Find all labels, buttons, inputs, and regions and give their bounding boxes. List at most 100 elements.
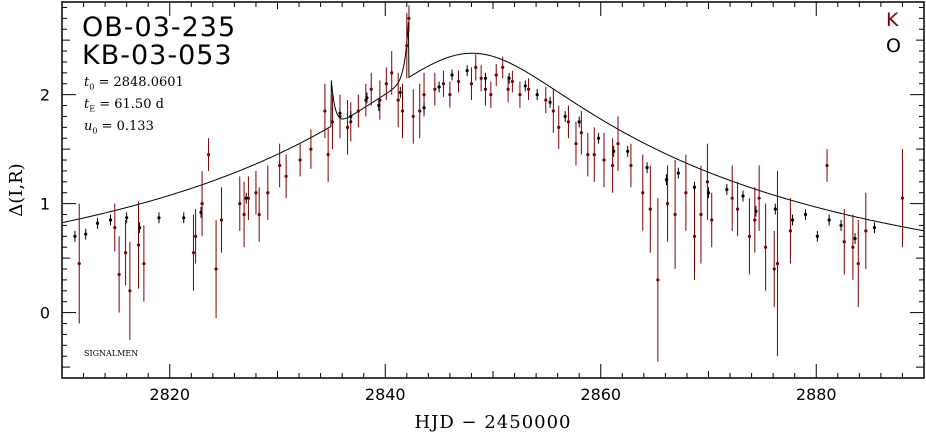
- series-o-point-23: [548, 100, 552, 104]
- series-k-point-43: [441, 82, 446, 86]
- series-o-point-18: [465, 69, 469, 73]
- series-k-point-51: [494, 73, 498, 77]
- series-k-point-66: [611, 163, 615, 168]
- series-o-point-40: [815, 234, 819, 238]
- series-o-points: [73, 65, 877, 244]
- series-o-point-25: [577, 120, 581, 124]
- x-tick-label-2: 2860: [580, 385, 621, 404]
- series-k-point-56: [526, 87, 531, 91]
- series-k-point-45: [456, 79, 461, 84]
- x-tick-label-0: 2820: [149, 385, 190, 404]
- series-k-point-91: [856, 261, 860, 266]
- series-k-point-14: [242, 212, 246, 217]
- series-k-point-49: [483, 87, 488, 91]
- series-k-point-39: [411, 114, 415, 119]
- series-k-point-52: [501, 65, 505, 69]
- series-o-point-24: [563, 114, 567, 119]
- series-k-point-69: [641, 191, 645, 195]
- series-k-point-79: [730, 196, 734, 200]
- series-k-point-55: [518, 93, 522, 97]
- series-k-point-2: [117, 272, 121, 277]
- series-k-point-36: [400, 109, 405, 113]
- series-o-point-17: [450, 73, 454, 77]
- series-o-point-39: [803, 212, 808, 217]
- param-te-symbol: t: [84, 97, 90, 112]
- series-k-point-63: [586, 152, 590, 157]
- series-k-point-10: [206, 152, 211, 157]
- model-curve: [61, 21, 924, 232]
- series-o-point-44: [872, 226, 877, 230]
- series-o-point-13: [377, 103, 381, 108]
- series-o-point-15: [422, 106, 426, 110]
- y-tick-label-1: 1: [40, 195, 50, 214]
- param-te-sub: E: [89, 104, 96, 114]
- series-k-point-22: [309, 147, 313, 151]
- series-k-point-31: [369, 87, 373, 91]
- series-k-point-0: [77, 261, 81, 266]
- series-o-point-36: [754, 209, 758, 213]
- series-k-point-23: [323, 109, 327, 113]
- legend-k: K: [886, 9, 899, 31]
- series-k-point-35: [396, 98, 400, 102]
- series-k-point-16: [254, 191, 258, 195]
- series-o-point-32: [692, 185, 697, 189]
- series-k-point-58: [551, 109, 555, 113]
- series-o-point-37: [773, 207, 777, 211]
- series-k-point-17: [257, 212, 261, 217]
- series-k-point-6: [142, 261, 146, 266]
- series-k-point-34: [390, 71, 394, 75]
- series-o-point-28: [626, 149, 630, 153]
- series-k-point-85: [772, 267, 776, 271]
- series-o-point-31: [676, 171, 680, 175]
- axes-frame: 2820 2840 2860 2880 0 1 2 HJD − 2450000 Δ(I,R): [6, 1, 925, 432]
- series-o-point-30: [664, 178, 669, 182]
- series-k-point-44: [448, 93, 452, 97]
- series-k-point-50: [489, 93, 493, 97]
- legend-o: O: [886, 35, 901, 57]
- series-o-point-6: [157, 216, 161, 220]
- param-u0-value: = 0.133: [101, 119, 154, 134]
- series-k-point-62: [579, 131, 583, 135]
- series-k-point-57: [544, 98, 548, 102]
- series-k-point-72: [665, 202, 670, 206]
- series-k-point-89: [842, 240, 846, 244]
- x-tick-label-1: 2840: [365, 385, 406, 404]
- series-k-point-75: [692, 234, 697, 238]
- param-t0-value: = 2848.0601: [98, 75, 184, 90]
- series-k-point-24: [326, 152, 330, 157]
- series-k-point-65: [602, 158, 606, 162]
- series-o-point-5: [137, 226, 142, 230]
- param-t0: t0 = 2848.0601: [84, 75, 184, 95]
- series-k-point-19: [278, 163, 282, 168]
- series-k-point-59: [557, 125, 561, 129]
- series-k-point-37: [405, 43, 409, 48]
- series-o-point-7: [182, 216, 186, 220]
- series-k-point-48: [479, 76, 483, 80]
- series-o-point-42: [839, 223, 843, 228]
- series-k-point-1: [113, 226, 117, 230]
- event-name-moa: KB-03-053: [82, 40, 233, 71]
- series-k-point-29: [356, 109, 360, 113]
- series-k-point-92: [864, 229, 868, 233]
- y-axis-label: Δ(I,R): [6, 163, 27, 216]
- series-o-point-41: [827, 218, 831, 222]
- series-k-point-4: [128, 289, 132, 293]
- series-k-point-81: [747, 234, 752, 238]
- series-k-point-18: [266, 191, 270, 195]
- series-o-point-4: [125, 216, 129, 220]
- series-o-point-2: [95, 221, 100, 225]
- series-k-point-13: [238, 202, 242, 206]
- series-k-point-61: [574, 142, 578, 146]
- series-k-point-5: [136, 243, 141, 247]
- series-o-point-34: [725, 187, 729, 192]
- series-k-point-67: [616, 142, 620, 146]
- series-o-point-27: [612, 149, 616, 153]
- series-k-point-7: [191, 251, 196, 255]
- series-o-point-21: [523, 84, 527, 88]
- series-k-point-42: [433, 87, 437, 91]
- series-k-point-87: [788, 229, 792, 233]
- series-k-point-25: [330, 120, 335, 124]
- series-k-point-73: [673, 212, 677, 217]
- series-o-point-38: [790, 218, 795, 222]
- series-k-point-47: [474, 65, 478, 69]
